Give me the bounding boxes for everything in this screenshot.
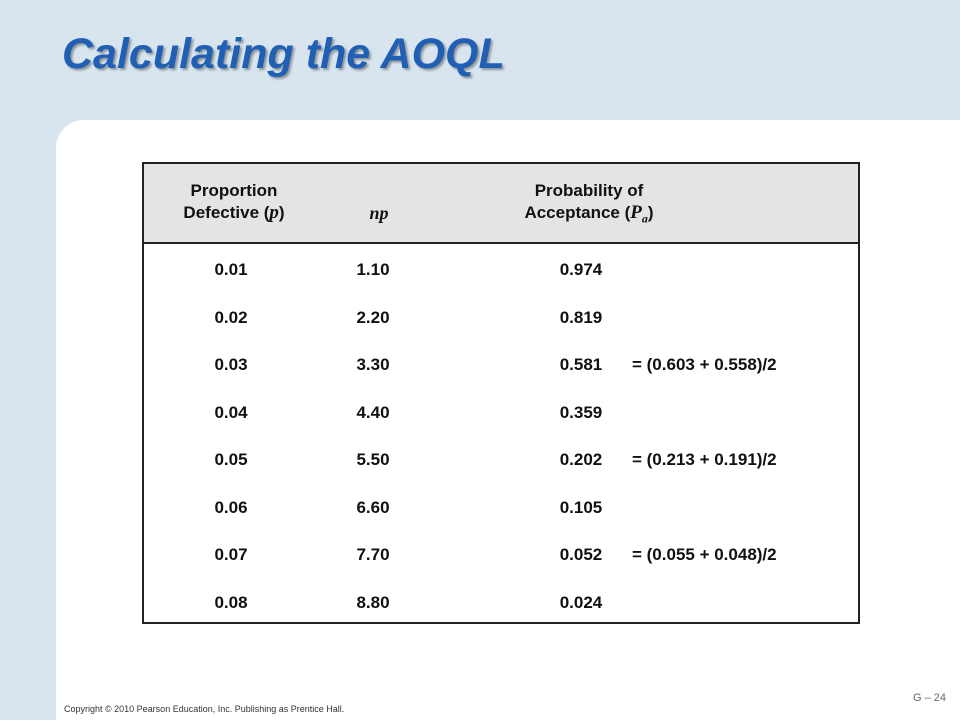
header-probability-close: ) xyxy=(647,203,654,222)
cell-proportion: 0.08 xyxy=(214,592,248,612)
cell-probability: 0.819 xyxy=(559,307,603,327)
cell-np: 4.40 xyxy=(356,402,390,422)
cell-proportion: 0.04 xyxy=(214,402,248,422)
header-proportion-symbol: p xyxy=(269,202,279,223)
header-proportion-line1: Proportion xyxy=(190,181,278,200)
page-number: G – 24 xyxy=(912,692,946,704)
table-header: Proportion Defective (p) np Probability … xyxy=(144,164,858,244)
header-probability-line2: Acceptance (Pa) xyxy=(474,202,704,229)
cell-np: 6.60 xyxy=(356,497,390,517)
table-row: 0.03 3.30 0.581 = (0.603 + 0.558)/2 xyxy=(144,345,858,393)
header-probability-acceptance: Probability of Acceptance (Pa) xyxy=(474,180,704,229)
table-row: 0.04 4.40 0.359 xyxy=(144,393,858,441)
slide-title: Calculating the AOQL xyxy=(62,30,505,78)
cell-probability: 0.052 xyxy=(559,545,603,564)
header-probability-line1: Probability of xyxy=(534,181,644,200)
copyright-notice: Copyright © 2010 Pearson Education, Inc.… xyxy=(64,704,345,714)
cell-probability: 0.974 xyxy=(559,260,603,279)
cell-np: 8.80 xyxy=(356,592,390,612)
cell-note: = (0.213 + 0.191)/2 xyxy=(632,450,777,469)
cell-proportion: 0.03 xyxy=(214,355,248,374)
table-row: 0.01 1.10 0.974 xyxy=(144,250,858,298)
cell-note: = (0.603 + 0.558)/2 xyxy=(632,355,777,374)
cell-proportion: 0.07 xyxy=(214,545,248,564)
table-body: 0.01 1.10 0.974 0.02 2.20 0.819 0.03 3.3… xyxy=(144,250,858,630)
header-probability-subscript: a xyxy=(641,211,648,226)
header-probability-symbol: P xyxy=(630,202,642,223)
cell-np: 1.10 xyxy=(356,260,390,279)
table-row: 0.06 6.60 0.105 xyxy=(144,488,858,536)
header-probability-label: Acceptance ( xyxy=(524,203,631,222)
header-np: np xyxy=(369,203,389,223)
cell-note: = (0.055 + 0.048)/2 xyxy=(632,545,777,564)
aoql-table: Proportion Defective (p) np Probability … xyxy=(142,162,860,624)
cell-np: 7.70 xyxy=(356,545,390,564)
header-proportion-close: ) xyxy=(278,203,285,222)
table-row: 0.08 8.80 0.024 xyxy=(144,583,858,631)
cell-probability: 0.581 xyxy=(559,355,603,374)
cell-proportion: 0.02 xyxy=(214,307,248,327)
table-row: 0.07 7.70 0.052 = (0.055 + 0.048)/2 xyxy=(144,535,858,583)
table-row: 0.02 2.20 0.819 xyxy=(144,298,858,346)
table-row: 0.05 5.50 0.202 = (0.213 + 0.191)/2 xyxy=(144,440,858,488)
header-proportion-label: Defective ( xyxy=(183,203,270,222)
cell-probability: 0.105 xyxy=(559,497,603,517)
cell-probability: 0.359 xyxy=(559,402,603,422)
cell-np: 2.20 xyxy=(356,307,390,327)
cell-np: 5.50 xyxy=(356,450,390,469)
header-proportion-defective: Proportion Defective (p) xyxy=(154,180,314,224)
cell-probability: 0.202 xyxy=(559,450,603,469)
header-proportion-line2: Defective (p) xyxy=(154,202,314,224)
cell-proportion: 0.05 xyxy=(214,450,248,469)
cell-np: 3.30 xyxy=(356,355,390,374)
cell-proportion: 0.06 xyxy=(214,497,248,517)
cell-probability: 0.024 xyxy=(559,592,603,612)
cell-proportion: 0.01 xyxy=(214,260,248,279)
